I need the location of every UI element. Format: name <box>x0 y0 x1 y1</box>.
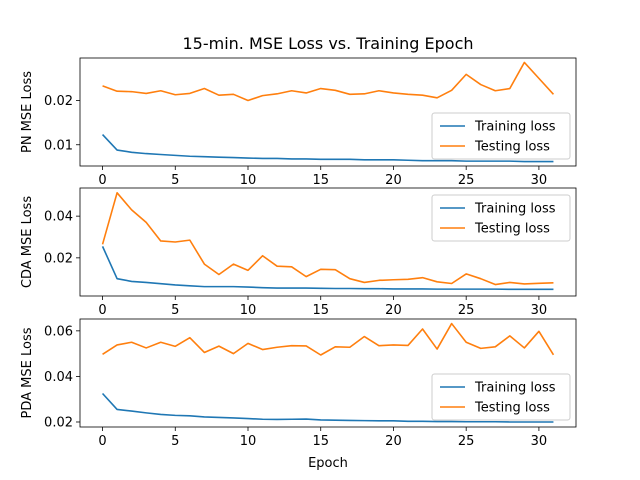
legend-label: Training loss <box>474 120 556 135</box>
x-tick-label: 5 <box>171 173 179 188</box>
legend-label: Testing loss <box>474 140 550 155</box>
x-tick-label: 20 <box>385 303 402 318</box>
x-tick-label: 20 <box>385 434 402 449</box>
series-line-training-loss <box>101 246 554 291</box>
y-tick-label: 0.04 <box>44 370 73 385</box>
x-axis-label: Epoch <box>308 456 348 471</box>
legend: Training loss Testing loss <box>431 112 571 160</box>
chart-title: 15-min. MSE Loss vs. Training Epoch <box>183 34 474 53</box>
x-tick-label: 0 <box>98 173 106 188</box>
series-line-training-loss <box>101 134 554 163</box>
x-tick-label: 10 <box>240 434 257 449</box>
x-tick-label: 30 <box>531 173 548 188</box>
x-tick-label: 10 <box>240 303 257 318</box>
y-axis-label: CDA MSE Loss <box>20 196 35 288</box>
panels: 0 5 10 15 20 25 30 0.01 0.02 PN MSE Loss Training … <box>20 57 577 449</box>
x-tick-label: 25 <box>458 434 475 449</box>
x-tick-label: 20 <box>385 173 402 188</box>
x-tick-label: 25 <box>458 303 475 318</box>
series-line-testing-loss <box>101 192 554 286</box>
x-tick-label: 30 <box>531 434 548 449</box>
x-tick-label: 10 <box>240 173 257 188</box>
legend-label: Testing loss <box>474 401 550 416</box>
series-line-training-loss <box>101 392 554 423</box>
x-tick-label: 0 <box>98 434 106 449</box>
legend: Training loss Testing loss <box>431 373 571 421</box>
legend: Training loss Testing loss <box>431 194 571 242</box>
legend-box <box>431 112 571 160</box>
subplot-1: 0 5 10 15 20 25 30 0.01 0.02 PN MSE Loss Training … <box>20 57 577 188</box>
x-tick-label: 0 <box>98 303 106 318</box>
y-tick-label: 0.02 <box>44 94 73 109</box>
y-tick-label: 0.04 <box>44 210 73 225</box>
y-axis-label: PDA MSE Loss <box>20 327 35 418</box>
x-tick-label: 5 <box>171 434 179 449</box>
subplot-3: 0 5 10 15 20 25 30 0.02 0.04 0.06 PDA MSE Loss Trai… <box>20 318 577 449</box>
y-tick-label: 0.01 <box>44 138 73 153</box>
x-tick-label: 5 <box>171 303 179 318</box>
series-line-testing-loss <box>102 322 555 356</box>
legend-box <box>431 194 571 242</box>
x-tick-label: 15 <box>312 303 329 318</box>
y-tick-label: 0.02 <box>44 415 73 430</box>
legend-label: Testing loss <box>474 222 550 237</box>
y-tick-label: 0.02 <box>44 251 73 266</box>
series-line-testing-loss <box>102 61 555 102</box>
x-tick-label: 15 <box>312 173 329 188</box>
subplot-2: 0 5 10 15 20 25 30 0.02 0.04 CDA MSE Loss Training… <box>20 187 577 318</box>
axes-frame <box>79 318 577 428</box>
y-tick-label: 0.06 <box>44 324 73 339</box>
legend-box <box>431 373 571 421</box>
axes-frame <box>79 187 577 297</box>
x-tick-label: 15 <box>312 434 329 449</box>
x-tick-label: 30 <box>531 303 548 318</box>
x-tick-label: 25 <box>458 173 475 188</box>
legend-label: Training loss <box>474 202 556 217</box>
y-axis-label: PN MSE Loss <box>20 71 35 153</box>
axes-frame <box>79 57 577 167</box>
legend-label: Training loss <box>474 381 556 396</box>
